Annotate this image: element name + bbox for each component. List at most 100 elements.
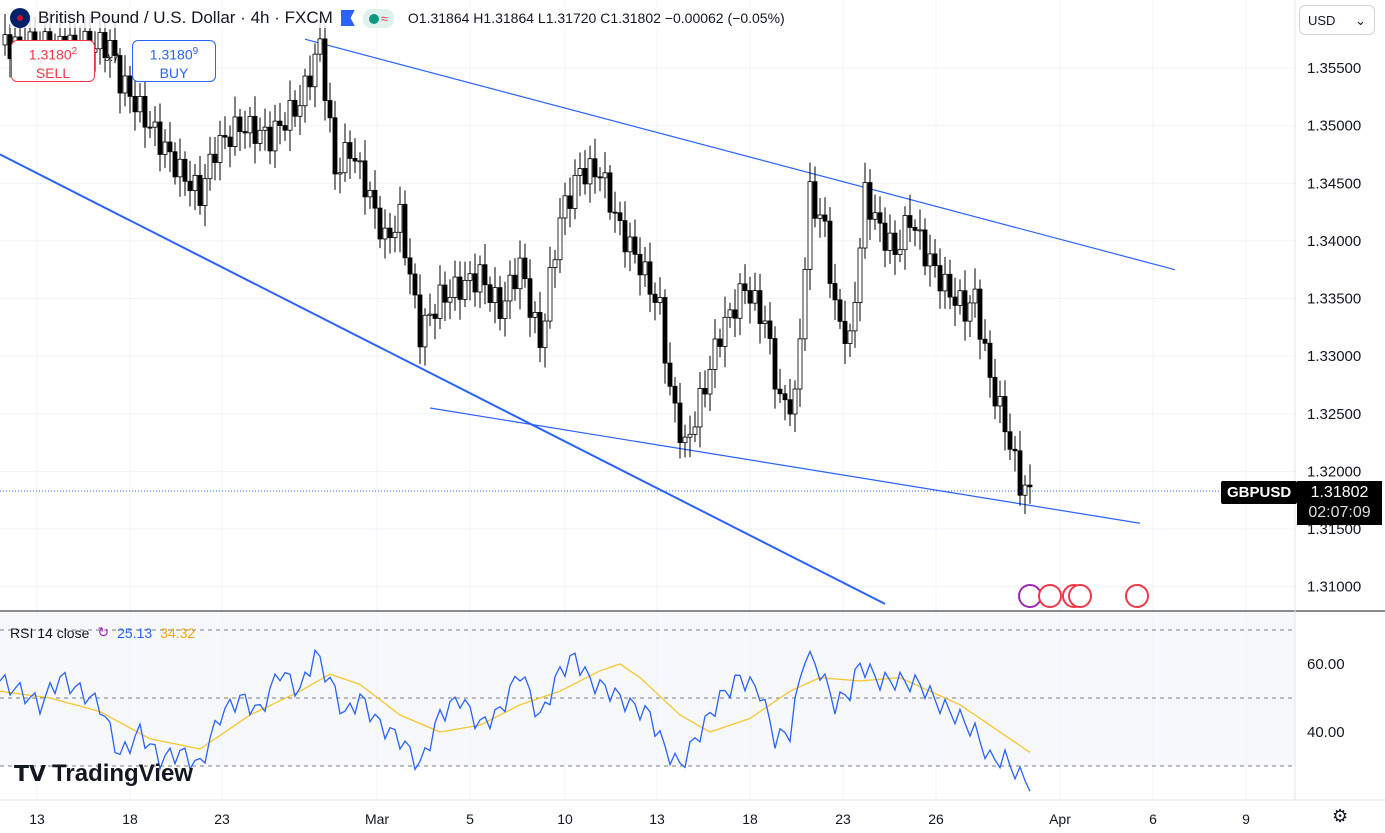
- bar-countdown: 02:07:09: [1308, 504, 1371, 521]
- candle: [952, 296, 958, 306]
- settings-icon[interactable]: ⚙: [1332, 806, 1349, 826]
- candle: [377, 207, 383, 240]
- candle: [997, 396, 1003, 407]
- candle: [812, 181, 818, 219]
- candle: [367, 189, 373, 198]
- candle: [932, 253, 938, 267]
- candle: [937, 265, 943, 292]
- candle: [412, 273, 418, 296]
- gbp-usd-flag-icon: [10, 8, 30, 28]
- candle: [212, 153, 218, 163]
- x-tick-label: 23: [214, 811, 230, 827]
- candle: [187, 180, 193, 192]
- candle: [522, 257, 528, 280]
- candle: [242, 131, 248, 134]
- candle: [277, 120, 283, 126]
- last-price-label: 1.31802 02:07:09: [1297, 481, 1382, 525]
- trendline[interactable]: [429, 407, 1141, 524]
- candle: [972, 288, 978, 304]
- candle: [362, 160, 368, 198]
- candle: [772, 338, 778, 390]
- candle: [747, 290, 753, 304]
- x-tick-label: 23: [835, 811, 851, 827]
- candle: [202, 178, 208, 206]
- x-tick-label: 18: [742, 811, 758, 827]
- chart-header: British Pound / U.S. Dollar · 4h · FXCM …: [10, 8, 785, 28]
- candle: [987, 342, 993, 378]
- candle: [942, 273, 948, 292]
- market-status[interactable]: ≈: [362, 8, 394, 28]
- candle: [787, 399, 793, 415]
- sell-button[interactable]: 1.31802 SELL: [11, 40, 95, 82]
- candle: [232, 116, 238, 147]
- candle: [677, 402, 683, 444]
- candle: [897, 249, 903, 255]
- candle: [657, 297, 663, 303]
- candle: [227, 136, 233, 147]
- currency-select[interactable]: USD ⌄: [1299, 5, 1375, 35]
- candle: [167, 141, 173, 153]
- price-tick-label: 1.35000: [1307, 118, 1361, 135]
- candle: [477, 264, 483, 293]
- candle: [737, 283, 743, 319]
- rsi-line: [0, 648, 1031, 792]
- candle: [297, 105, 303, 117]
- trendline[interactable]: [0, 153, 886, 605]
- spread-value: 0.7: [104, 52, 120, 64]
- candle: [312, 53, 318, 88]
- tradingview-logo[interactable]: 𝗧𝗩 TradingView: [14, 760, 193, 787]
- candle: [632, 236, 638, 255]
- buy-button[interactable]: 1.31809 BUY: [132, 40, 216, 82]
- candle: [282, 125, 288, 131]
- candle: [727, 309, 733, 318]
- refresh-icon: ↻: [97, 624, 110, 640]
- candle: [702, 387, 708, 395]
- candle: [907, 215, 913, 228]
- trendline[interactable]: [304, 38, 1176, 271]
- us-event-icon: [1038, 584, 1062, 608]
- candle: [107, 40, 113, 59]
- candle: [292, 99, 298, 117]
- symbol-title[interactable]: British Pound / U.S. Dollar · 4h · FXCM: [38, 8, 333, 27]
- candle: [1027, 484, 1033, 488]
- candle: [507, 274, 513, 302]
- bookmark-icon[interactable]: [340, 10, 355, 26]
- rsi-tick-label: 60.00: [1307, 656, 1345, 673]
- candle: [662, 297, 668, 364]
- candle: [487, 284, 493, 304]
- candle: [497, 287, 503, 319]
- candle: [467, 273, 473, 281]
- candle: [482, 264, 488, 286]
- candle: [197, 174, 203, 206]
- candle: [517, 257, 523, 290]
- price-tick-label: 1.31500: [1307, 521, 1361, 538]
- rsi-legend[interactable]: RSI 14 close ↻ 25.13 34.32: [10, 624, 196, 641]
- candle: [2, 34, 8, 46]
- candle: [172, 151, 178, 178]
- candle: [307, 75, 313, 88]
- candle: [452, 276, 458, 298]
- candle: [437, 284, 443, 319]
- candle: [887, 232, 893, 251]
- candle: [327, 100, 333, 119]
- candle: [642, 261, 648, 276]
- candle: [407, 257, 413, 275]
- candle: [777, 388, 783, 395]
- price-tick-label: 1.34000: [1307, 233, 1361, 250]
- candle: [867, 182, 873, 220]
- candle: [672, 385, 678, 404]
- candle: [612, 211, 618, 214]
- x-tick-label: 10: [557, 811, 573, 827]
- candle: [542, 320, 548, 348]
- rsi-band: [0, 612, 1295, 766]
- candle: [637, 253, 643, 276]
- candle: [817, 214, 823, 219]
- candle: [922, 229, 928, 267]
- candle: [352, 157, 358, 162]
- candle: [222, 135, 228, 138]
- x-tick-label: 18: [122, 811, 138, 827]
- candle: [237, 116, 243, 132]
- candle: [1017, 450, 1023, 496]
- economic-events[interactable]: [1018, 584, 1149, 608]
